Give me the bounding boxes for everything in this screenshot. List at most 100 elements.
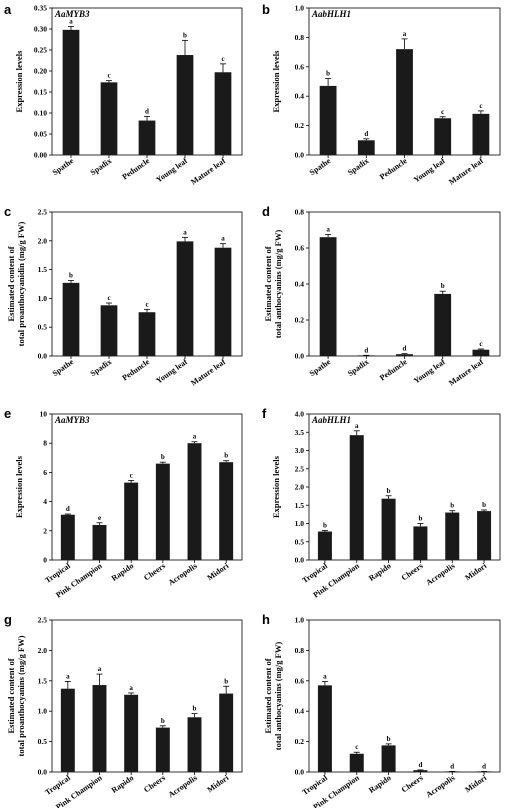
significance-letter: c xyxy=(441,108,444,116)
significance-letter: b xyxy=(387,487,391,495)
bar xyxy=(176,241,194,356)
bar xyxy=(317,685,332,772)
bar xyxy=(60,688,75,772)
panel-letter: g xyxy=(4,612,12,627)
y-tick-label: 0.0 xyxy=(295,151,305,160)
significance-letter: b xyxy=(183,31,187,39)
y-tick-label: 0 xyxy=(43,556,47,565)
bar xyxy=(349,435,364,560)
y-axis-label: total proanthocyanins (mg/g FW) xyxy=(16,635,26,756)
y-axis-label: total anthocyanins (mg/g FW) xyxy=(273,230,283,339)
y-axis-label: Estimated content of xyxy=(6,246,16,321)
significance-letter: b xyxy=(224,452,228,460)
category-label: Young leaf xyxy=(412,156,447,184)
bar xyxy=(357,355,375,356)
y-tick-label: 0.10 xyxy=(34,109,47,118)
significance-letter: a xyxy=(323,673,327,681)
y-tick-label: 1.0 xyxy=(295,616,305,625)
category-label: Spathe xyxy=(308,357,333,378)
significance-letter: d xyxy=(364,346,368,354)
category-label: Cheers xyxy=(400,561,425,582)
panel-f: f AabHLH1 0.0 0.5 1.0 1.5 2.0 2.5 3.0 3.5 4.0 Expre… xyxy=(262,406,501,600)
significance-letter: b xyxy=(224,677,228,685)
y-tick-label: 0.6 xyxy=(295,244,305,253)
category-label: Spathe xyxy=(51,156,76,177)
significance-letter: b xyxy=(482,501,486,509)
significance-letter: a xyxy=(183,228,187,236)
y-tick-label: 2 xyxy=(43,526,47,535)
significance-letter: b xyxy=(161,717,165,725)
y-tick-label: 2.0 xyxy=(38,236,48,245)
y-axis-label: total proanthocyanidin (mg/g FW) xyxy=(16,221,26,346)
y-axis-label: Expression levels xyxy=(271,455,281,518)
y-axis-label: Estimated content of xyxy=(6,658,16,733)
significance-letter: a xyxy=(221,235,225,243)
y-tick-label: 0.4 xyxy=(295,280,305,289)
y-axis-label: total anthocyanins (mg/g FW) xyxy=(273,642,283,751)
plot-frame xyxy=(308,413,501,561)
panel-letter: b xyxy=(262,2,270,17)
y-tick-label: 0.4 xyxy=(295,92,305,101)
category-label: Midori xyxy=(463,773,488,795)
plot-frame xyxy=(308,211,501,357)
y-tick-label: 0.35 xyxy=(34,4,47,13)
significance-letter: b xyxy=(418,515,422,523)
y-tick-label: 6 xyxy=(43,468,47,477)
y-axis-label: Expression levels xyxy=(271,50,281,113)
category-label: Peduncle xyxy=(378,156,409,181)
gene-label: AabHLH1 xyxy=(311,415,351,425)
significance-letter: a xyxy=(129,684,133,692)
y-tick-label: 0.5 xyxy=(38,323,48,332)
bar xyxy=(357,140,375,155)
y-tick-label: 0.30 xyxy=(34,25,47,34)
bar xyxy=(219,693,234,772)
significance-letter: c xyxy=(479,102,482,110)
bar xyxy=(219,462,234,560)
category-label: Mature leaf xyxy=(189,156,227,187)
significance-letter: c xyxy=(107,294,110,302)
significance-letter: d xyxy=(145,107,149,115)
plot-frame xyxy=(51,413,243,561)
category-label: Spadix xyxy=(346,357,370,378)
category-label: Midori xyxy=(463,561,488,583)
y-tick-label: 0.05 xyxy=(34,130,47,139)
y-tick-label: 0.6 xyxy=(295,62,305,71)
y-tick-label: 10 xyxy=(40,410,48,419)
bar xyxy=(319,237,337,356)
y-tick-label: 0.0 xyxy=(38,352,48,361)
bar xyxy=(100,82,118,155)
bar xyxy=(138,120,156,155)
significance-letter: d xyxy=(450,762,454,770)
significance-letter: c xyxy=(355,743,358,751)
bar xyxy=(317,531,332,560)
y-tick-label: 8 xyxy=(43,439,47,448)
category-label: Young leaf xyxy=(154,156,189,184)
y-axis-label: Estimated content of xyxy=(263,246,273,321)
significance-letter: a xyxy=(355,422,359,430)
y-tick-label: 1.5 xyxy=(295,501,305,510)
panel-letter: e xyxy=(4,406,11,421)
significance-letter: a xyxy=(403,30,407,38)
bar xyxy=(92,685,107,772)
category-label: Mature leaf xyxy=(189,357,227,388)
bar xyxy=(319,85,337,155)
plot-frame xyxy=(51,619,243,773)
bar xyxy=(472,113,490,155)
category-label: Rapido xyxy=(110,773,136,795)
significance-letter: d xyxy=(403,345,407,353)
bar xyxy=(176,55,194,155)
y-tick-label: 0.0 xyxy=(295,556,305,565)
bar xyxy=(381,498,396,560)
y-tick-label: 0.0 xyxy=(295,352,305,361)
significance-letter: c xyxy=(145,300,148,308)
significance-letter: c xyxy=(221,55,224,63)
y-tick-label: 0.25 xyxy=(34,46,47,55)
y-tick-label: 0.2 xyxy=(295,121,305,130)
significance-letter: a xyxy=(326,226,330,234)
category-label: Peduncle xyxy=(121,156,152,181)
bar xyxy=(396,354,413,356)
y-tick-label: 0.5 xyxy=(38,737,48,746)
category-label: Cheers xyxy=(400,773,425,794)
category-label: Rapido xyxy=(110,561,136,583)
